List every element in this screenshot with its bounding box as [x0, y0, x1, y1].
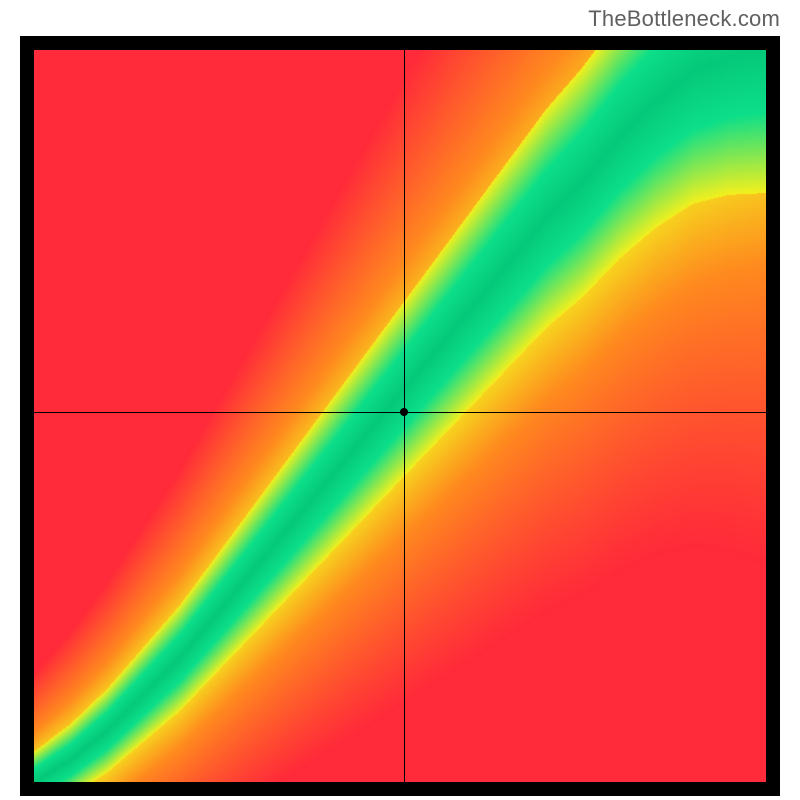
watermark-text: TheBottleneck.com: [588, 6, 780, 32]
plot-frame: [20, 36, 780, 796]
bottleneck-heatmap: [34, 50, 766, 782]
current-config-marker: [400, 408, 408, 416]
